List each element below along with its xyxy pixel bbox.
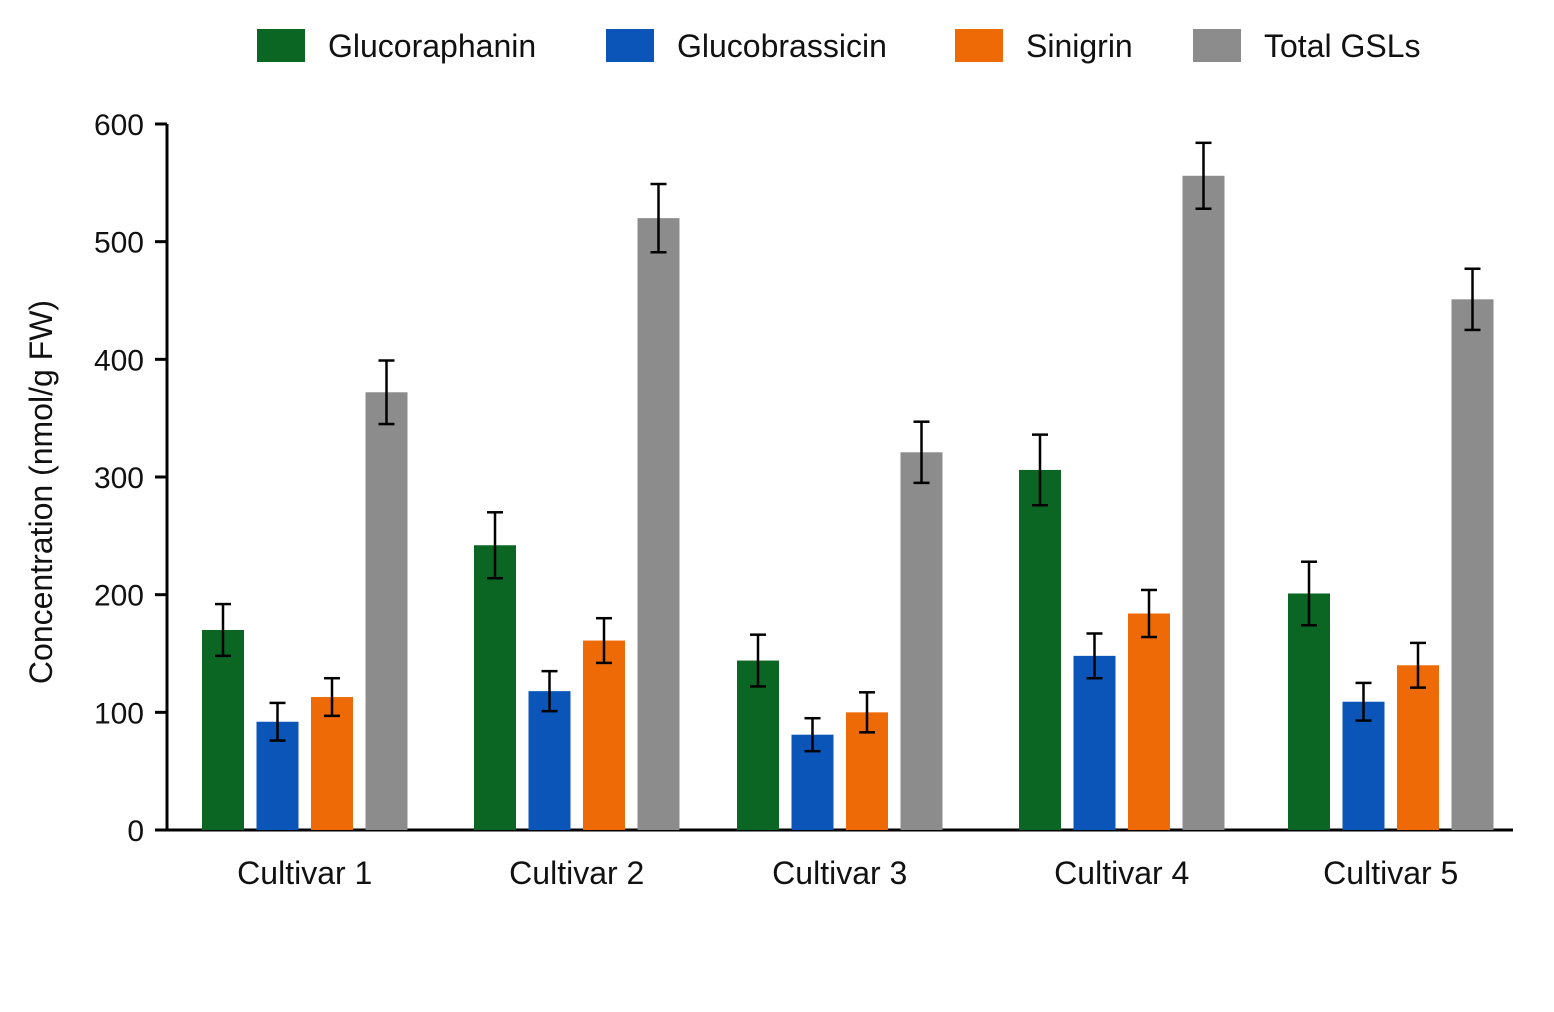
category-label: Cultivar 4	[1054, 855, 1189, 891]
bar-sinigrin-1	[311, 697, 353, 830]
legend-item: Glucoraphanin	[257, 28, 536, 64]
error-bar	[1195, 141, 1212, 210]
error-bar	[487, 511, 503, 580]
error-bar	[1464, 267, 1481, 332]
bar-total-gsls-5	[1451, 299, 1494, 830]
legend-swatch	[257, 29, 305, 62]
bars	[202, 175, 1494, 831]
legend-item: Sinigrin	[955, 28, 1133, 64]
error-bar	[1410, 641, 1426, 689]
y-tick-label: 600	[94, 109, 144, 142]
bar-sinigrin-5	[1397, 665, 1439, 830]
y-tick-label: 300	[94, 462, 144, 495]
legend-item: Glucobrassicin	[606, 28, 887, 64]
error-bar	[596, 616, 612, 665]
y-tick-label: 500	[94, 227, 144, 260]
error-bar	[859, 691, 875, 734]
bar-glucoraphanin-3	[737, 660, 779, 830]
y-axis-title: Concentration (nmol/g FW)	[23, 300, 59, 684]
y-ticks: 0 100 200 300 400 500 600	[94, 109, 167, 848]
error-bar	[1301, 560, 1317, 627]
error-bar	[215, 602, 231, 658]
bar-glucoraphanin-4	[1019, 469, 1061, 830]
bar-total-gsls-2	[637, 218, 680, 831]
legend-label: Sinigrin	[1026, 28, 1133, 64]
bar-total-gsls-4	[1182, 175, 1225, 831]
bar-glucoraphanin-1	[202, 629, 244, 830]
error-bars	[215, 141, 1481, 753]
error-bar	[1086, 632, 1103, 680]
legend-item: Total GSLs	[1193, 28, 1421, 64]
bar-glucobrassicin-5	[1342, 701, 1385, 830]
error-bar	[269, 701, 286, 742]
error-bar	[378, 359, 395, 426]
bar-sinigrin-4	[1128, 613, 1170, 830]
error-bar	[1355, 681, 1372, 722]
axes: 0 100 200 300 400 500 600 Concentration (nmol/…	[23, 109, 1513, 848]
legend-swatch	[955, 29, 1003, 62]
category-labels: Cultivar 1 Cultivar 2 Cultivar 3 Cultivar 4…	[237, 855, 1458, 891]
bar-total-gsls-1	[365, 392, 408, 830]
legend-label: Glucoraphanin	[328, 28, 536, 64]
error-bar	[1141, 588, 1157, 639]
error-bar	[750, 633, 766, 688]
category-label: Cultivar 2	[509, 855, 644, 891]
error-bar	[1032, 433, 1048, 507]
y-tick-label: 100	[94, 697, 144, 730]
error-bar	[324, 676, 340, 718]
bar-total-gsls-3	[900, 452, 943, 830]
category-label: Cultivar 3	[772, 855, 907, 891]
category-label: Cultivar 1	[237, 855, 372, 891]
bar-sinigrin-2	[583, 640, 625, 830]
legend: Glucoraphanin Glucobrassicin Sinigrin Total…	[257, 28, 1421, 64]
y-tick-label: 200	[94, 580, 144, 613]
category-label: Cultivar 5	[1323, 855, 1458, 891]
y-tick-label: 400	[94, 344, 144, 377]
bar-glucobrassicin-2	[528, 691, 571, 830]
y-tick-label: 0	[127, 815, 144, 848]
legend-label: Glucobrassicin	[677, 28, 887, 64]
legend-label: Total GSLs	[1264, 28, 1421, 64]
bar-glucoraphanin-5	[1288, 593, 1330, 830]
error-bar	[913, 420, 930, 485]
bar-glucobrassicin-4	[1073, 655, 1116, 830]
legend-swatch	[606, 29, 654, 62]
legend-swatch	[1193, 29, 1241, 62]
error-bar	[541, 669, 558, 713]
bar-glucoraphanin-2	[474, 545, 516, 830]
error-bar	[650, 182, 667, 254]
error-bar	[804, 716, 821, 753]
